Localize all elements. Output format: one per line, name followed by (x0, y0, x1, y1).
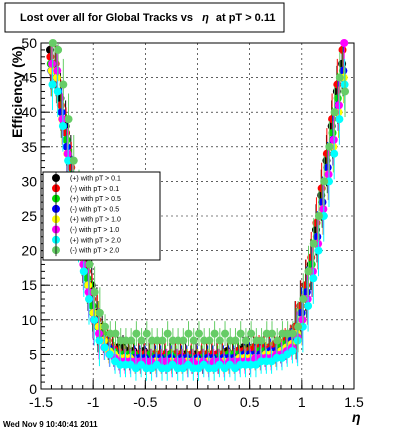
data-point (64, 156, 73, 165)
y-tick-label: 30 (21, 173, 37, 189)
data-point (273, 336, 282, 345)
data-point (304, 301, 313, 310)
data-point (179, 336, 188, 345)
x-tick-label: -1.5 (29, 394, 53, 410)
data-point (314, 246, 323, 255)
y-tick-label: 20 (21, 243, 37, 259)
x-tick-label: 1 (298, 394, 306, 410)
title-symbol: η (202, 12, 209, 24)
y-tick-label: 50 (21, 35, 37, 51)
x-tick-label: 1.5 (344, 394, 364, 410)
data-point (127, 336, 136, 345)
chart-title: Lost over all for Global Tracks vs η at … (20, 12, 276, 24)
data-point (247, 329, 256, 338)
y-tick-label: 45 (21, 70, 37, 86)
y-tick-label: 25 (21, 208, 37, 224)
data-point (53, 87, 62, 96)
y-tick-label: 10 (21, 312, 37, 328)
data-point (320, 177, 329, 186)
data-point (142, 329, 151, 338)
y-tick-label: 0 (29, 381, 37, 397)
data-point (54, 45, 63, 54)
data-point (335, 115, 344, 124)
x-axis-title: η (352, 409, 361, 425)
title-prefix: Lost over all for Global Tracks vs (20, 12, 193, 24)
data-point (111, 329, 120, 338)
tick-labels: -1.5 -1 -0.5 0 0.5 1 1.5 0 5 10 15 20 25 30 35 40 45 50 (21, 35, 364, 410)
y-axis-title: Efficiency (%) (9, 46, 25, 138)
data-point (48, 39, 57, 47)
data-point (288, 329, 297, 338)
data-point (299, 295, 308, 304)
data-point (257, 336, 266, 345)
legend-label: (+) with pT > 0.1 (70, 176, 121, 183)
data-point (58, 122, 67, 131)
data-point (236, 329, 245, 338)
data-point (330, 108, 339, 117)
data-point (84, 295, 93, 304)
data-point (314, 212, 323, 220)
data-point (100, 343, 109, 352)
data-point (105, 350, 114, 359)
x-tick-label: 0.5 (240, 394, 260, 410)
data-point (221, 329, 230, 338)
legend: (+) with pT > 0.1 (-) with pT > 0.1 (+) wi… (42, 171, 161, 261)
data-point (325, 142, 334, 151)
data-point (163, 329, 172, 338)
data-point (309, 239, 318, 248)
data-point (90, 288, 99, 297)
data-point (304, 267, 313, 276)
data-point (184, 329, 193, 338)
data-point (267, 329, 276, 338)
data-point (340, 39, 349, 47)
data-point (85, 260, 94, 269)
data-point (231, 336, 240, 345)
x-tick-label: 0 (194, 394, 202, 410)
title-suffix: at pT > 0.11 (216, 12, 276, 24)
legend-label: (-) with pT > 0.1 (70, 186, 119, 193)
y-tick-label: 40 (21, 104, 37, 120)
title-box: Lost over all for Global Tracks vs η at … (4, 2, 285, 33)
data-point (335, 73, 344, 82)
data-point (194, 329, 203, 338)
data-point (288, 346, 297, 355)
legend-label: (+) with pT > 0.5 (70, 196, 121, 203)
data-point (69, 156, 78, 165)
data-point (215, 336, 224, 345)
data-point (95, 308, 104, 317)
data-point (48, 80, 57, 89)
legend-label: (+) with pT > 1.0 (70, 217, 121, 224)
timestamp-footer: Wed Nov 9 10:40:41 2011 (3, 420, 98, 429)
data-point (132, 329, 141, 338)
legend-label: (-) with pT > 0.5 (70, 206, 119, 213)
legend-label: (-) with pT > 1.0 (70, 227, 119, 234)
data-point (330, 149, 339, 158)
data-point (189, 336, 198, 345)
data-point (95, 336, 104, 345)
legend-label: (+) with pT > 2.0 (70, 237, 121, 244)
data-point (210, 329, 219, 338)
y-tick-label: 5 (29, 346, 37, 362)
data-point (137, 336, 146, 345)
data-point (294, 322, 303, 331)
data-point (341, 87, 350, 96)
data-point (205, 336, 214, 345)
data-point (309, 274, 318, 283)
y-tick-label: 35 (21, 139, 37, 155)
data-point (158, 336, 167, 345)
data-point (59, 80, 68, 89)
y-tick-label: 15 (21, 277, 37, 293)
data-point (79, 267, 88, 276)
x-tick-label: -1 (87, 394, 100, 410)
data-point (241, 336, 250, 345)
data-point (101, 322, 110, 331)
data-point (90, 315, 99, 324)
legend-label: (-) with pT > 2.0 (70, 248, 119, 255)
data-point (64, 115, 73, 124)
x-tick-label: -0.5 (133, 394, 157, 410)
